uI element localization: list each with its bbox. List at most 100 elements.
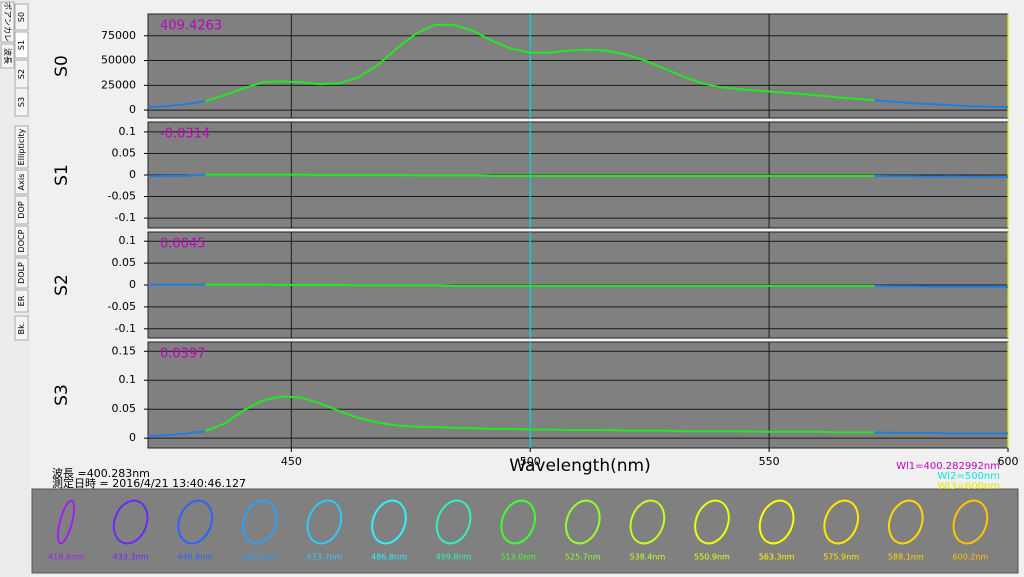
tab[interactable] (0, 43, 15, 69)
y-tick-label: 0 (129, 168, 136, 181)
series-line (147, 430, 1008, 437)
y-tick-label: 0.1 (119, 125, 137, 138)
ellipse-label: 600.2nm (953, 553, 989, 562)
ellipse-label: 588.1nm (888, 553, 924, 562)
y-tick-label: 0 (129, 431, 136, 444)
y-tick-label: 0.15 (112, 344, 137, 357)
x-axis-label: Wavelength(nm) (509, 456, 650, 476)
status-timestamp: 測定日時 = 2016/4/21 13:40:46.127 (52, 476, 246, 490)
x-tick-label: 500 (520, 455, 541, 468)
ellipse-label: 473.7nm (307, 553, 343, 562)
series-line (205, 173, 875, 177)
tab[interactable] (0, 1, 15, 43)
y-tick-label: 0 (129, 278, 136, 291)
cursor-label: Wl3=600nm (937, 481, 1000, 492)
ellipse-label: 460.2nm (242, 553, 278, 562)
series-line (205, 283, 875, 287)
tab-label[interactable]: ER (17, 295, 26, 306)
tab[interactable] (14, 169, 29, 195)
polarization-ellipse (177, 499, 214, 545)
ellipse-label: 525.7nm (565, 553, 601, 562)
tab-label[interactable]: S0 (17, 12, 26, 22)
tab[interactable] (14, 315, 29, 341)
annotation: 409.4263 (160, 19, 222, 34)
tab-label[interactable]: Ellipticity (17, 128, 26, 165)
annotation: 0.0397 (160, 347, 206, 362)
polarization-ellipse (564, 499, 601, 545)
polarization-ellipse (306, 499, 343, 545)
ellipse-label: 433.3nm (113, 553, 149, 562)
status-wavelength: 波長 =400.283nm (52, 467, 150, 480)
polarization-ellipse (371, 499, 407, 545)
tab[interactable] (14, 289, 29, 313)
series-line (147, 173, 1009, 179)
series-line (147, 99, 1009, 109)
y-tick-label: 25000 (101, 78, 136, 91)
y-tick-label: 0 (129, 103, 136, 116)
y-tick-label: -0.05 (108, 190, 136, 203)
tab-label[interactable]: DOLP (17, 262, 26, 284)
tab[interactable] (14, 87, 29, 117)
polarization-ellipse (112, 499, 149, 545)
polarization-ellipse (500, 499, 537, 545)
polarization-ellipse (241, 499, 278, 545)
tab[interactable] (14, 31, 29, 59)
x-tick-label: 550 (759, 455, 780, 468)
cursor-label: Wl2=500nm (937, 471, 1000, 482)
plot-area (147, 13, 1009, 119)
y-tick-label: -0.1 (115, 211, 136, 224)
tab-label[interactable]: DOCP (17, 229, 26, 252)
series-line (205, 23, 875, 103)
series-line (204, 395, 875, 434)
polarization-ellipse (887, 499, 924, 545)
y-tick-label: 75000 (101, 29, 136, 42)
tab[interactable] (14, 225, 29, 257)
y-tick-label: 0.1 (119, 373, 137, 386)
tab[interactable] (14, 125, 29, 169)
tab-label[interactable]: S2 (17, 69, 26, 79)
y-tick-label: -0.05 (108, 300, 136, 313)
polarization-ellipse (435, 499, 472, 545)
ellipse-label: 538.4nm (630, 553, 666, 562)
polarization-ellipse (694, 499, 730, 545)
y-tick-label: 0.05 (112, 146, 137, 159)
ellipse-label: 446.8nm (177, 553, 213, 562)
tab-label[interactable]: S1 (17, 40, 26, 50)
tab[interactable] (14, 3, 29, 31)
annotation: 0.0045 (160, 237, 206, 252)
annotation: -0.0314 (160, 127, 210, 142)
tab[interactable] (14, 195, 29, 225)
ellipse-label: 575.9nm (823, 553, 859, 562)
ellipse-label: 486.8nm (371, 553, 407, 562)
y-tick-label: 0.1 (119, 234, 137, 247)
polarization-ellipse (952, 499, 989, 545)
y-axis-label: S3 (52, 384, 72, 406)
x-tick-label: 600 (998, 455, 1019, 468)
y-axis-label: S2 (52, 274, 72, 296)
cursor-label: Wl1=400.282992nm (896, 461, 1000, 472)
tab-label[interactable]: 波長 (3, 48, 13, 64)
tab-label[interactable]: Axis (17, 174, 26, 191)
tab-label[interactable]: Bk. (17, 322, 26, 335)
y-tick-label: 0.05 (112, 256, 137, 269)
tab-label[interactable]: S3 (17, 97, 26, 107)
tab-label[interactable]: ポアンカレ (3, 2, 12, 42)
y-tick-label: 0.05 (112, 402, 137, 415)
tab-label[interactable]: DOP (17, 201, 26, 218)
polarization-ellipse (629, 499, 666, 545)
x-tick-label: 450 (281, 455, 302, 468)
ellipse-label: 513.0nm (500, 553, 536, 562)
y-axis-label: S0 (52, 55, 72, 77)
tab[interactable] (14, 257, 29, 289)
polarization-ellipse (823, 499, 860, 545)
y-tick-label: 50000 (101, 54, 136, 67)
series-line (148, 283, 1009, 289)
polarization-ellipse (56, 499, 76, 545)
polarization-ellipse (758, 499, 795, 545)
y-tick-label: -0.1 (115, 322, 136, 335)
ellipse-label: 499.8nm (436, 553, 472, 562)
ellipse-label: 550.9nm (694, 553, 730, 562)
y-axis-label: S1 (52, 164, 72, 186)
